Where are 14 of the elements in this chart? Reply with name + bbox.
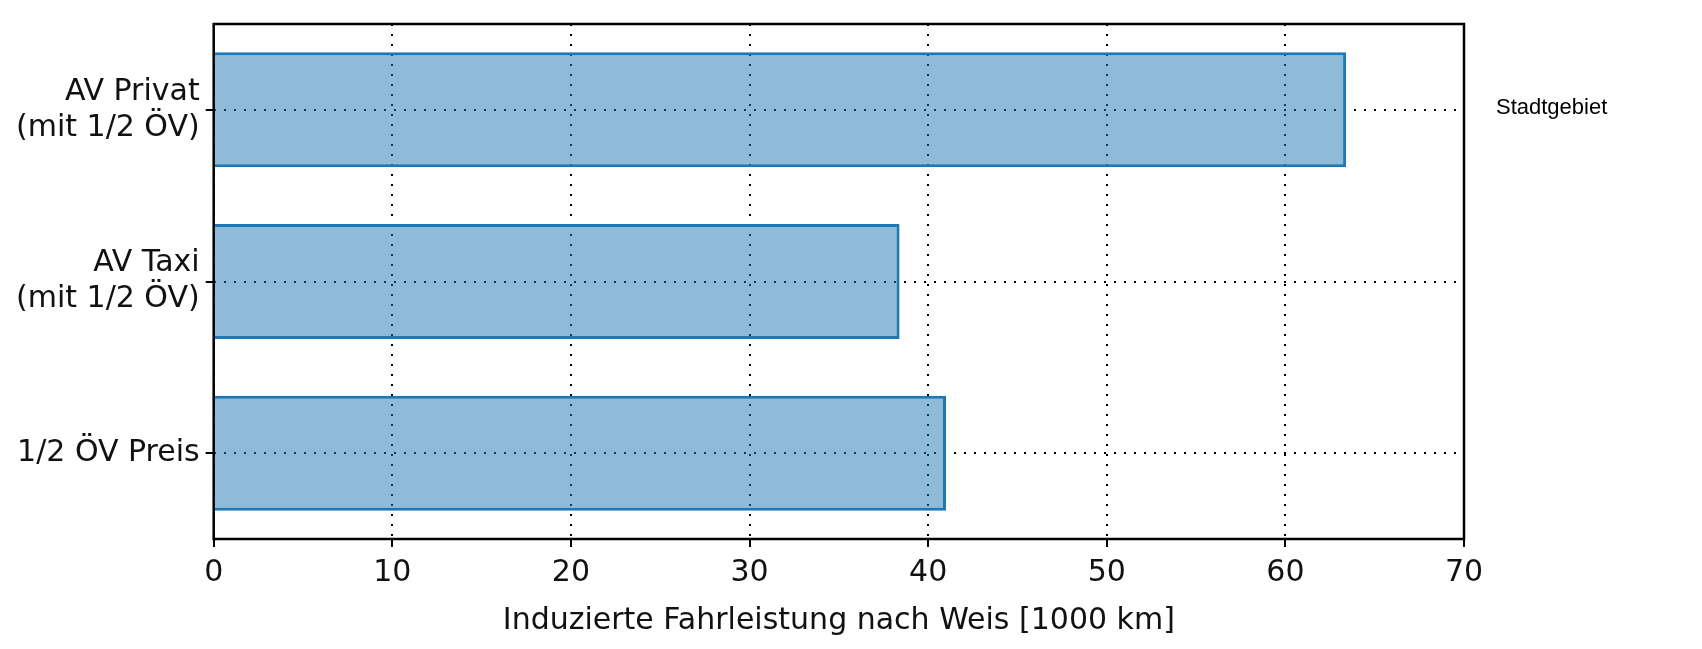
x-tick-label: 0 [204, 552, 224, 588]
x-tick-label: 10 [373, 552, 412, 588]
y-tick-label: 1/2 ÖV Preis [17, 432, 200, 468]
x-tick-label: 70 [1444, 552, 1484, 588]
x-axis-title: Induzierte Fahrleistung nach Weis [1000 km] [502, 600, 1175, 636]
bar [214, 223, 900, 340]
x-tick-label: 60 [1266, 552, 1305, 588]
x-tick-label: 40 [909, 552, 948, 588]
text: Stadtgebiet [1496, 94, 1608, 120]
y-tick-label: AV Taxi (mit 1/2 ÖV) [15, 243, 200, 315]
x-tick-label: 20 [551, 552, 591, 588]
y-tick-label: AV Privat (mit 1/2 ÖV) [15, 71, 200, 143]
x-tick-label: 30 [730, 552, 769, 588]
x-tick-label: 50 [1087, 552, 1126, 588]
